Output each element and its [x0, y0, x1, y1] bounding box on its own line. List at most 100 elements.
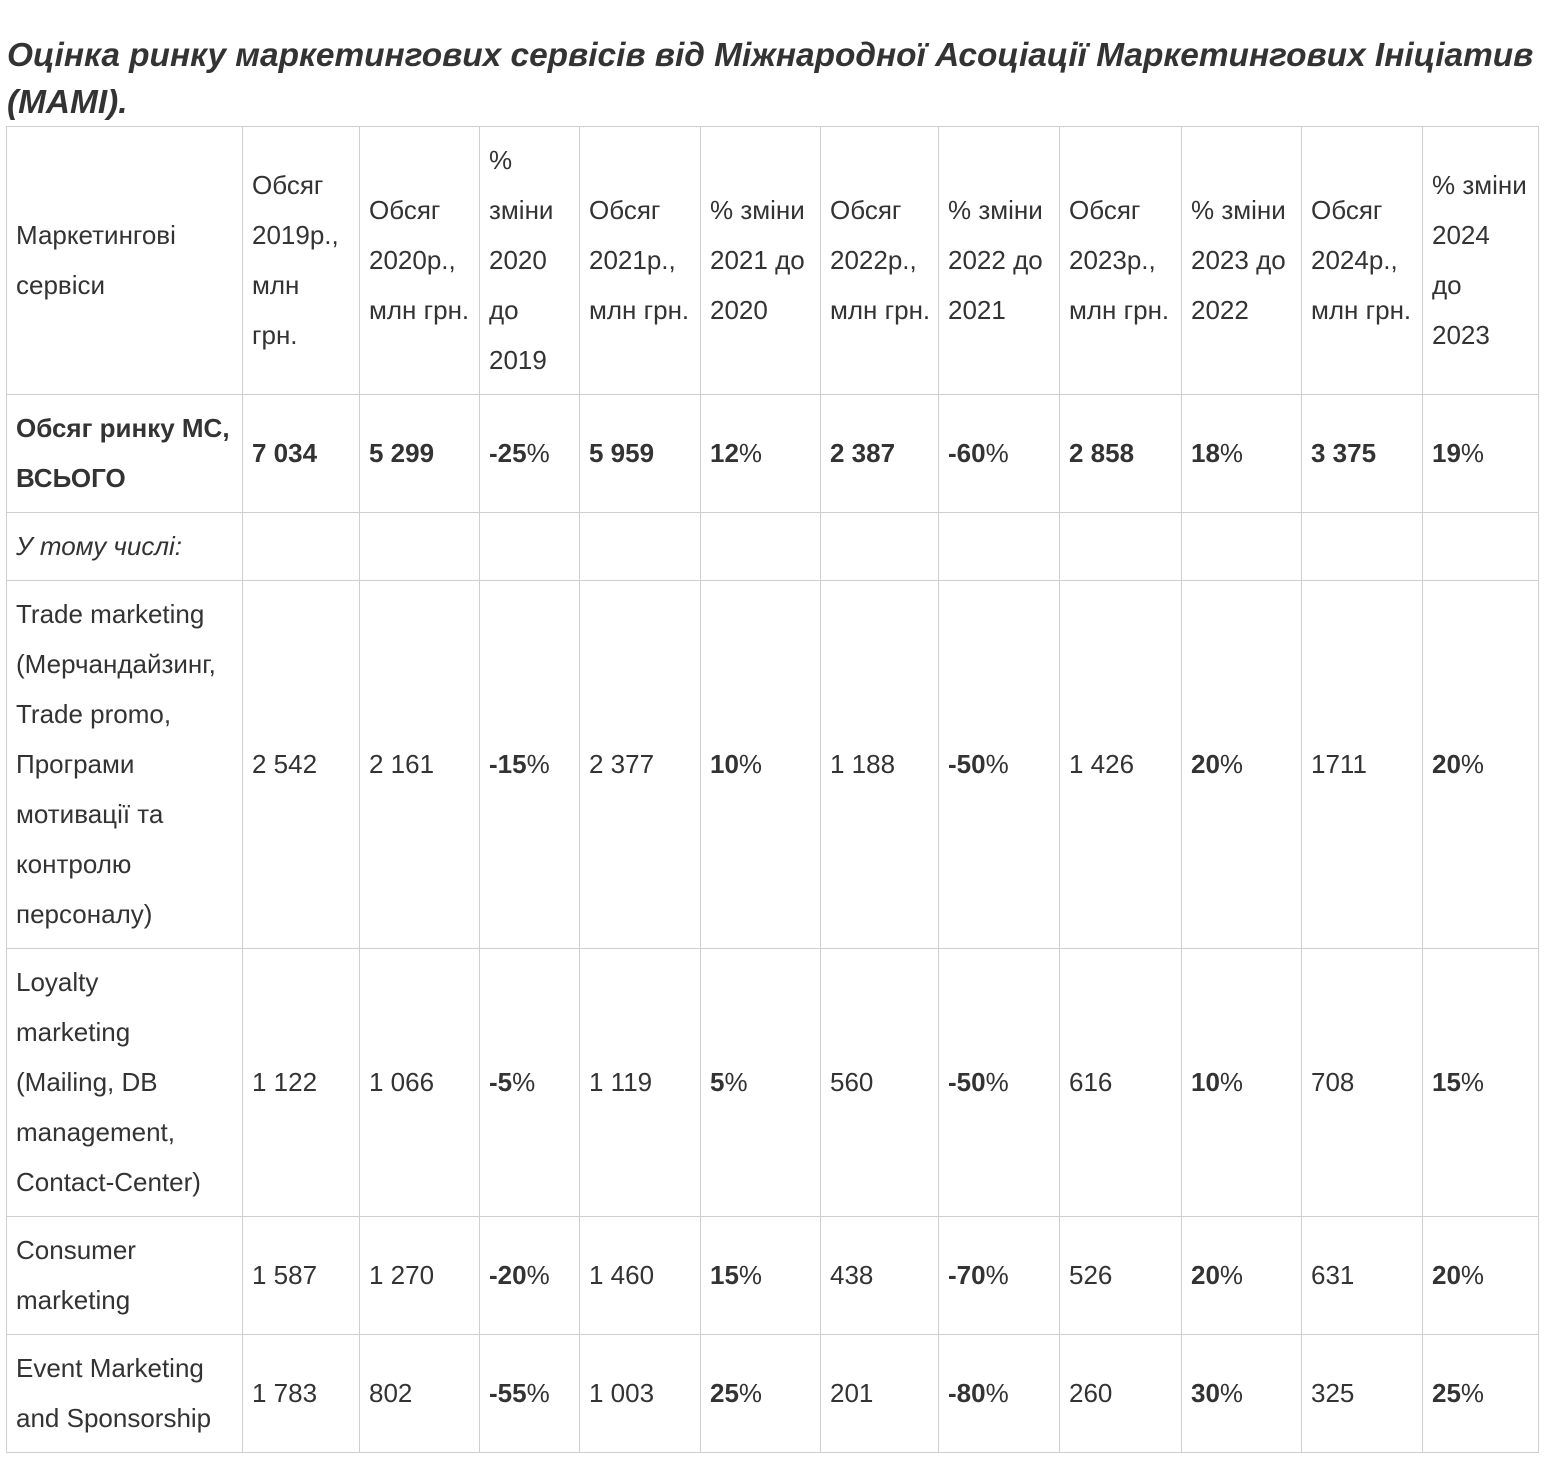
value-cell: 2 858 — [1059, 393, 1182, 513]
percent-sign: % — [1219, 438, 1244, 468]
value-cell: -5% — [479, 947, 580, 1217]
table-header: Маркетингові сервіси Обсяг 2019р., млн гр… — [6, 125, 1539, 395]
percent-value: -15 — [489, 749, 527, 779]
column-header: Обсяг 2021р., млн грн. — [579, 125, 701, 395]
percent-sign: % — [1219, 749, 1244, 779]
value-cell: 15% — [700, 1215, 821, 1335]
percent-sign: % — [512, 1067, 536, 1097]
row-label-cell: Loyalty marketing (Mailing, DB managemen… — [6, 947, 243, 1217]
value-cell: 201 — [820, 1333, 939, 1453]
column-header: % зміни 2024 до 2023 — [1422, 125, 1539, 395]
percent-sign: % — [1460, 1260, 1485, 1290]
marketing-services-table: Маркетингові сервіси Обсяг 2019р., млн гр… — [6, 125, 1539, 1453]
percent-value: -50 — [948, 749, 986, 779]
percent-value: 18 — [1191, 438, 1220, 468]
percent-sign: % — [738, 1378, 763, 1408]
value-cell: 2 387 — [820, 393, 939, 513]
percent-sign: % — [738, 1260, 763, 1290]
percent-sign: % — [1460, 438, 1485, 468]
value-cell — [938, 511, 1060, 581]
value-cell: 2 377 — [579, 579, 701, 949]
value-cell — [700, 511, 821, 581]
percent-sign: % — [1219, 1260, 1244, 1290]
value-cell: 10% — [700, 579, 821, 949]
value-cell: 1711 — [1301, 579, 1423, 949]
percent-sign: % — [985, 438, 1009, 468]
row-label-cell: Consumer marketing — [6, 1215, 243, 1335]
article-page: Оцінка ринку маркетингових сервісів від … — [0, 32, 1548, 1453]
table-row: Trade marketing (Мерчандайзинг, Trade pr… — [6, 579, 1539, 949]
percent-sign: % — [1460, 1378, 1485, 1408]
percent-sign: % — [985, 749, 1009, 779]
percent-value: 25 — [1432, 1378, 1461, 1408]
row-label-cell: Event Marketing and Sponsorship — [6, 1333, 243, 1453]
value-cell — [1301, 511, 1423, 581]
value-cell: -15% — [479, 579, 580, 949]
percent-sign: % — [526, 1260, 550, 1290]
value-cell: 20% — [1181, 579, 1302, 949]
value-cell: 616 — [1059, 947, 1182, 1217]
value-cell — [579, 511, 701, 581]
value-cell: 631 — [1301, 1215, 1423, 1335]
value-cell: -25% — [479, 393, 580, 513]
value-cell: 5 959 — [579, 393, 701, 513]
percent-value: 10 — [710, 749, 739, 779]
value-cell: 30% — [1181, 1333, 1302, 1453]
value-cell: 2 542 — [242, 579, 360, 949]
percent-value: 12 — [710, 438, 739, 468]
value-cell: 10% — [1181, 947, 1302, 1217]
table-row: Consumer marketing 1 587 1 270 -20% 1 460 15%… — [6, 1215, 1539, 1335]
value-cell: 20% — [1181, 1215, 1302, 1335]
percent-value: 15 — [710, 1260, 739, 1290]
value-cell: 325 — [1301, 1333, 1423, 1453]
column-header: Обсяг 2020р., млн грн. — [359, 125, 480, 395]
column-header: Обсяг 2019р., млн грн. — [242, 125, 360, 395]
value-cell: 25% — [1422, 1333, 1539, 1453]
percent-sign: % — [985, 1260, 1009, 1290]
percent-value: 15 — [1432, 1067, 1461, 1097]
value-cell: 7 034 — [242, 393, 360, 513]
value-cell: 1 783 — [242, 1333, 360, 1453]
percent-value: -50 — [948, 1067, 986, 1097]
value-cell: 526 — [1059, 1215, 1182, 1335]
column-header: % зміни 2021 до 2020 — [700, 125, 821, 395]
value-cell: 20% — [1422, 579, 1539, 949]
column-header: Маркетингові сервіси — [6, 125, 243, 395]
value-cell: 2 161 — [359, 579, 480, 949]
table-row: Обсяг ринку МС, ВСЬОГО 7 034 5 299 -25% 5 95… — [6, 393, 1539, 513]
percent-sign: % — [1219, 1067, 1244, 1097]
row-label-cell: Trade marketing (Мерчандайзинг, Trade pr… — [6, 579, 243, 949]
table-header-row: Маркетингові сервіси Обсяг 2019р., млн гр… — [6, 125, 1539, 395]
percent-value: -60 — [948, 438, 986, 468]
row-label-cell: Обсяг ринку МС, ВСЬОГО — [6, 393, 243, 513]
value-cell — [242, 511, 360, 581]
percent-value: -20 — [489, 1260, 527, 1290]
value-cell: 1 003 — [579, 1333, 701, 1453]
table-row: Event Marketing and Sponsorship 1 783 802-… — [6, 1333, 1539, 1453]
value-cell: 12% — [700, 393, 821, 513]
value-cell: 1 119 — [579, 947, 701, 1217]
column-header: Обсяг 2023р., млн грн. — [1059, 125, 1182, 395]
value-cell: 708 — [1301, 947, 1423, 1217]
value-cell: -70% — [938, 1215, 1060, 1335]
column-header: % зміни 2020 до 2019 — [479, 125, 580, 395]
value-cell: 560 — [820, 947, 939, 1217]
value-cell: 19% — [1422, 393, 1539, 513]
percent-value: 25 — [710, 1378, 739, 1408]
value-cell: 1 426 — [1059, 579, 1182, 949]
value-cell — [1422, 511, 1539, 581]
percent-sign: % — [1460, 749, 1485, 779]
value-cell: 260 — [1059, 1333, 1182, 1453]
value-cell: -55% — [479, 1333, 580, 1453]
value-cell: 5% — [700, 947, 821, 1217]
value-cell: 1 587 — [242, 1215, 360, 1335]
value-cell: 25% — [700, 1333, 821, 1453]
percent-sign: % — [1219, 1378, 1244, 1408]
percent-value: -5 — [489, 1067, 513, 1097]
percent-value: 30 — [1191, 1378, 1220, 1408]
value-cell: -60% — [938, 393, 1060, 513]
value-cell: -50% — [938, 947, 1060, 1217]
percent-value: 20 — [1432, 1260, 1461, 1290]
value-cell — [1059, 511, 1182, 581]
value-cell: 802 — [359, 1333, 480, 1453]
